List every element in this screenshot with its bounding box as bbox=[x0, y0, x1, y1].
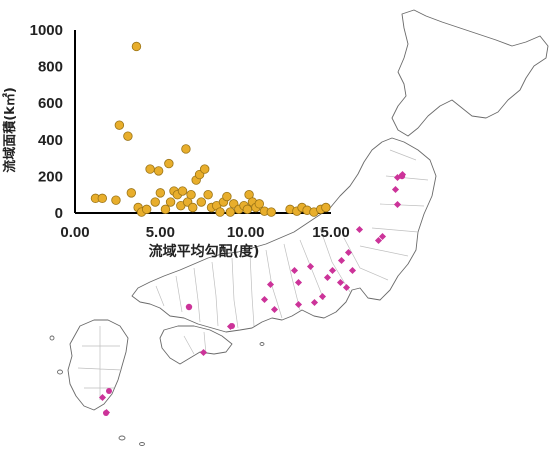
map-island bbox=[259, 342, 265, 346]
y-tick-label: 400 bbox=[38, 132, 63, 149]
map-hokkaido bbox=[391, 9, 549, 137]
data-point bbox=[188, 202, 198, 213]
data-point bbox=[141, 204, 152, 215]
data-point bbox=[131, 41, 142, 52]
data-point bbox=[165, 197, 176, 207]
data-point bbox=[321, 202, 331, 213]
data-point bbox=[203, 189, 213, 200]
data-point bbox=[160, 204, 171, 215]
y-axis-title: 流域面積(k㎡) bbox=[2, 87, 18, 173]
data-point bbox=[97, 193, 108, 204]
x-tick-label: 10.00 bbox=[227, 224, 265, 241]
data-point bbox=[222, 191, 232, 202]
data-point bbox=[215, 207, 225, 217]
map-island bbox=[139, 442, 145, 446]
data-point bbox=[181, 144, 191, 154]
y-tick-label: 1000 bbox=[30, 22, 63, 39]
japan-map bbox=[49, 9, 549, 446]
x-tick-label: 15.00 bbox=[312, 224, 350, 241]
y-tick-label: 600 bbox=[38, 95, 63, 112]
data-point bbox=[266, 207, 276, 217]
data-point bbox=[150, 197, 160, 207]
y-tick-label: 200 bbox=[38, 168, 63, 185]
data-point bbox=[186, 189, 196, 200]
data-point bbox=[225, 207, 236, 217]
map-kyushu bbox=[67, 319, 129, 411]
dam-markers bbox=[98, 170, 407, 417]
data-point bbox=[153, 166, 164, 176]
data-point bbox=[242, 204, 253, 215]
map-island bbox=[49, 335, 55, 341]
data-point bbox=[177, 186, 188, 196]
data-point bbox=[200, 164, 210, 174]
data-point bbox=[145, 164, 155, 174]
data-point bbox=[111, 195, 121, 205]
data-point bbox=[254, 199, 265, 209]
x-tick-label: 0.00 bbox=[60, 224, 89, 241]
data-point bbox=[123, 131, 133, 141]
data-point bbox=[155, 188, 166, 198]
x-axis-title: 流域平均勾配(度) bbox=[149, 243, 260, 260]
data-point bbox=[196, 197, 206, 207]
scatter-chart: 0 200 400 600 800 1000 0.00 5.00 10.00 15.00 流域平… bbox=[2, 22, 350, 260]
data-point bbox=[164, 158, 174, 169]
map-island bbox=[118, 435, 126, 441]
data-point bbox=[114, 120, 125, 130]
map-honshu bbox=[131, 137, 437, 333]
map-shikoku bbox=[159, 325, 233, 365]
data-point bbox=[126, 188, 137, 198]
x-tick-label: 5.00 bbox=[146, 224, 175, 241]
map-island bbox=[57, 369, 63, 375]
y-tick-label: 800 bbox=[38, 59, 63, 76]
y-tick-label: 0 bbox=[55, 205, 63, 222]
